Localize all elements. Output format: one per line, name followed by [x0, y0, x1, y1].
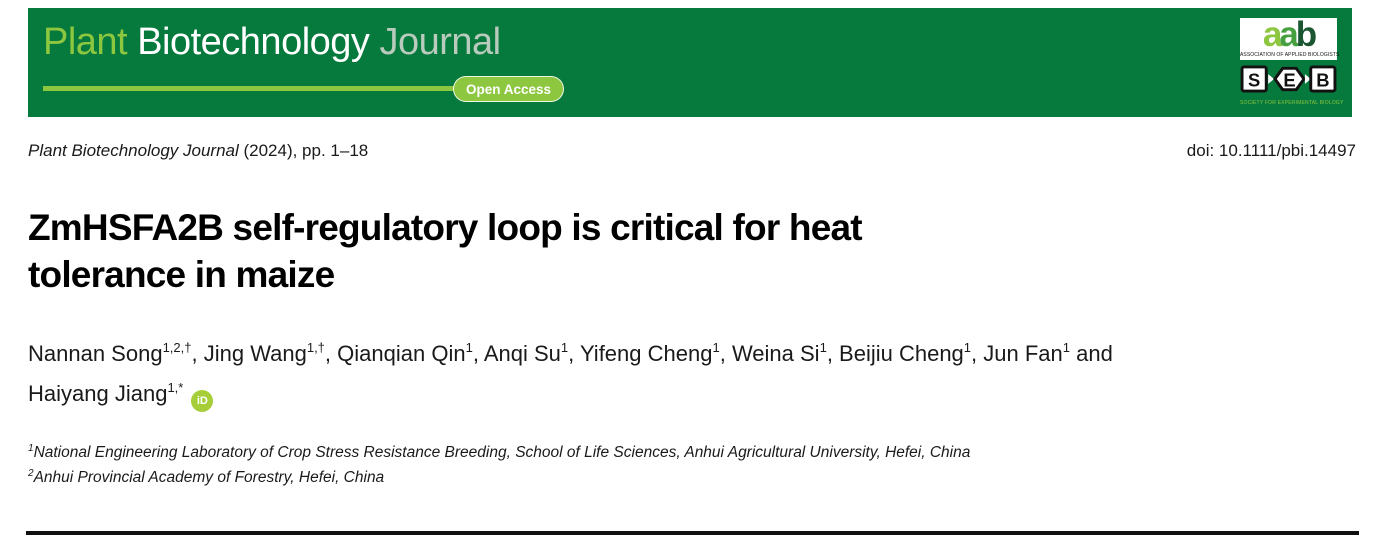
citation-issue-pages: (2024), pp. 1–18 [238, 141, 369, 160]
journal-name-word-biotechnology: Biotechnology [137, 21, 370, 63]
society-logos: aab ASSOCIATION OF APPLIED BIOLOGISTS S … [1240, 17, 1344, 106]
affiliation-list: 1National Engineering Laboratory of Crop… [28, 441, 970, 490]
affiliation: 2Anhui Provincial Academy of Forestry, H… [28, 467, 385, 486]
affiliation: 1National Engineering Laboratory of Crop… [28, 443, 971, 462]
journal-name-word-plant: Plant [43, 21, 128, 63]
banner-underline [43, 86, 455, 91]
article-title: ZmHSFA2B self-regulatory loop is critica… [28, 204, 863, 298]
aab-letter-a1: a [1262, 15, 1283, 54]
open-access-badge: Open Access [453, 76, 565, 102]
journal-name-word-journal: Journal [379, 21, 501, 63]
author: Anqi Su1 [483, 340, 569, 366]
citation-left: Plant Biotechnology Journal (2024), pp. … [28, 141, 368, 161]
author: Jun Fan1 [983, 340, 1070, 366]
seb-logo: S E B SOCIETY FOR EXPERIMENTAL BIOLOGY [1240, 64, 1344, 106]
aab-logo-subtext: ASSOCIATION OF APPLIED BIOLOGISTS [1240, 52, 1340, 58]
author: Haiyang Jiang1,* [28, 380, 184, 406]
seb-logo-mark: S E B [1240, 65, 1337, 93]
author: Qianqian Qin1 [337, 340, 473, 366]
seb-letter-e: E [1283, 69, 1295, 90]
author-block: Nannan Song1,2,†, Jing Wang1,†, Qianqian… [28, 334, 1113, 414]
article-title-line-2: tolerance in maize [28, 254, 335, 295]
citation-row: Plant Biotechnology Journal (2024), pp. … [28, 141, 1356, 161]
citation-doi: doi: 10.1111/pbi.14497 [1186, 141, 1356, 160]
author: Nannan Song1,2,† [28, 340, 192, 366]
author: Weina Si1 [731, 340, 827, 366]
author-list: Nannan Song1,2,†, Jing Wang1,†, Qianqian… [28, 340, 1113, 406]
aab-logo: aab ASSOCIATION OF APPLIED BIOLOGISTS [1240, 17, 1340, 60]
journal-name: Plant Biotechnology Journal [43, 21, 501, 64]
seb-letter-b: B [1316, 69, 1329, 90]
orcid-icon[interactable]: iD [191, 390, 214, 412]
article-title-line-1: ZmHSFA2B self-regulatory loop is critica… [28, 207, 863, 248]
aab-letter-a2: a [1279, 15, 1299, 54]
author: Yifeng Cheng1 [579, 340, 720, 366]
aab-letter-b: b [1295, 15, 1317, 54]
aab-logo-letters: aab [1240, 17, 1337, 52]
seb-logo-subtext: SOCIETY FOR EXPERIMENTAL BIOLOGY [1240, 100, 1344, 106]
journal-banner: Plant Biotechnology Journal Open Access … [28, 8, 1352, 117]
section-divider-rule [26, 531, 1359, 535]
seb-letter-s: S [1248, 69, 1260, 90]
author: Beijiu Cheng1 [839, 340, 972, 366]
author: Jing Wang1,† [203, 340, 325, 366]
citation-journal-name: Plant Biotechnology Journal [28, 141, 239, 160]
